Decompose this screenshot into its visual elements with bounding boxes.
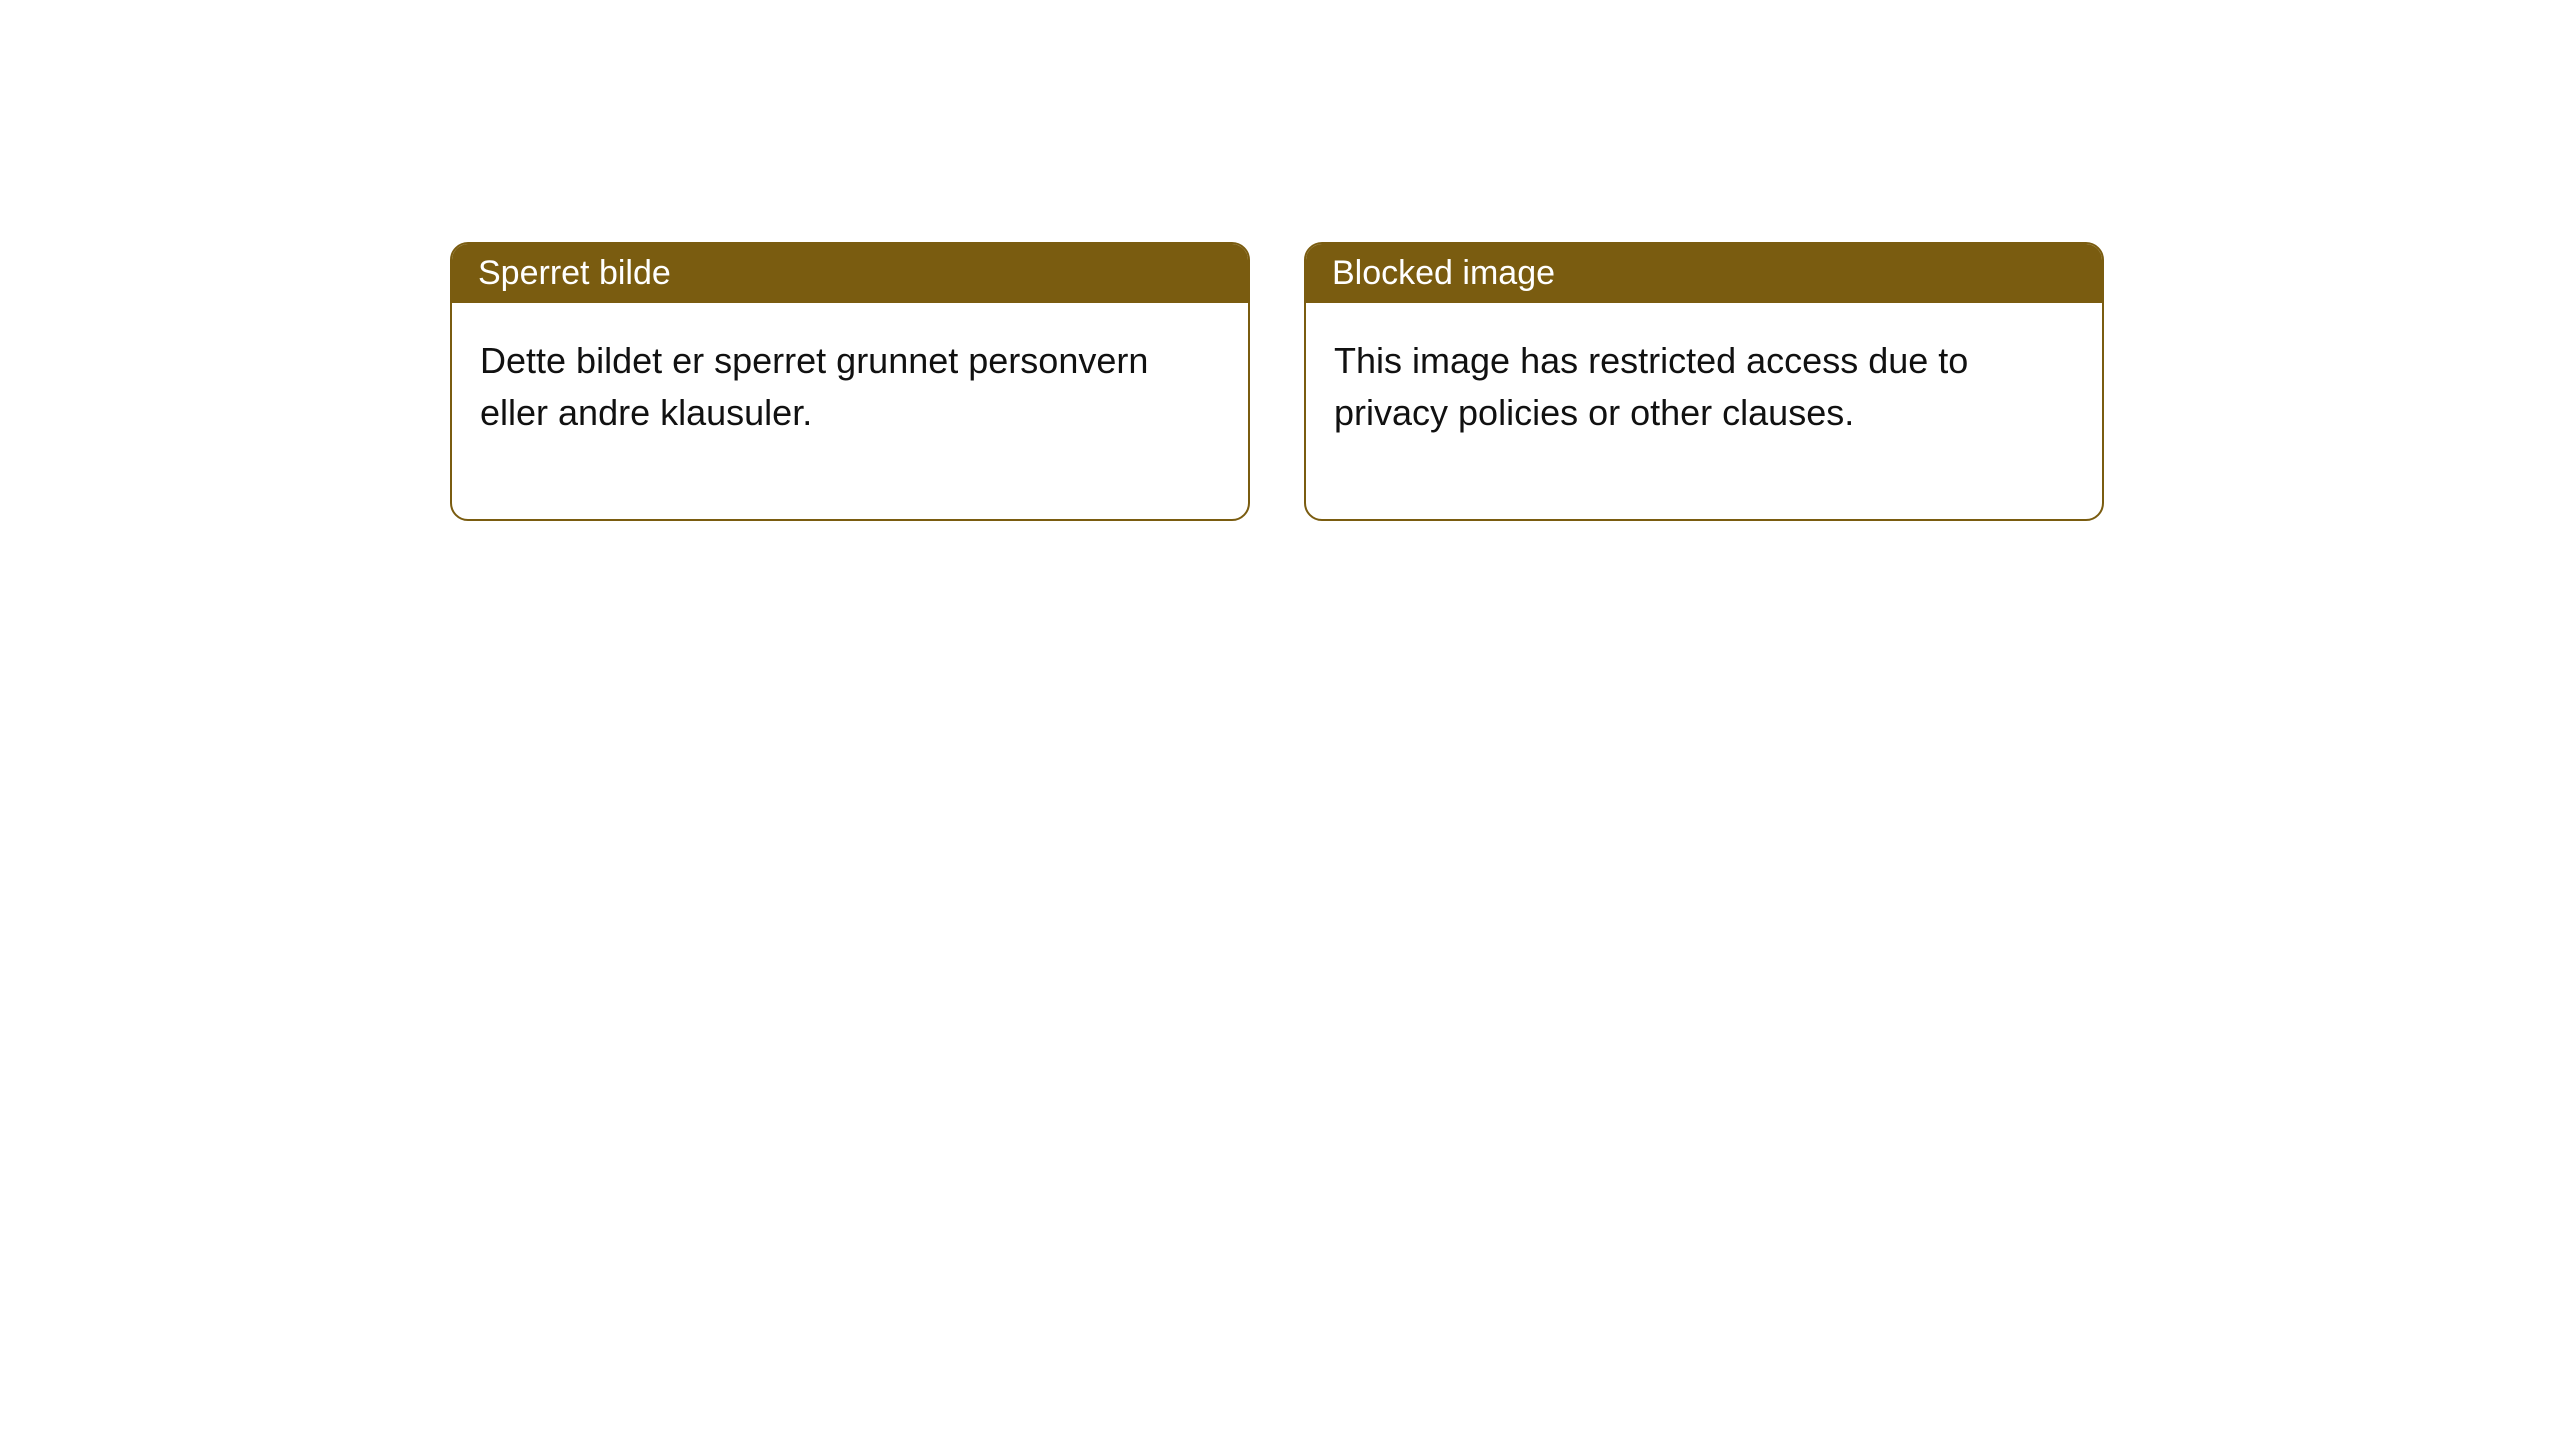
notice-container: Sperret bilde Dette bildet er sperret gr… xyxy=(450,242,2104,521)
notice-body-english: This image has restricted access due to … xyxy=(1306,303,2102,519)
notice-body-norwegian: Dette bildet er sperret grunnet personve… xyxy=(452,303,1248,519)
notice-card-norwegian: Sperret bilde Dette bildet er sperret gr… xyxy=(450,242,1250,521)
notice-title-english: Blocked image xyxy=(1306,244,2102,303)
notice-title-norwegian: Sperret bilde xyxy=(452,244,1248,303)
notice-card-english: Blocked image This image has restricted … xyxy=(1304,242,2104,521)
